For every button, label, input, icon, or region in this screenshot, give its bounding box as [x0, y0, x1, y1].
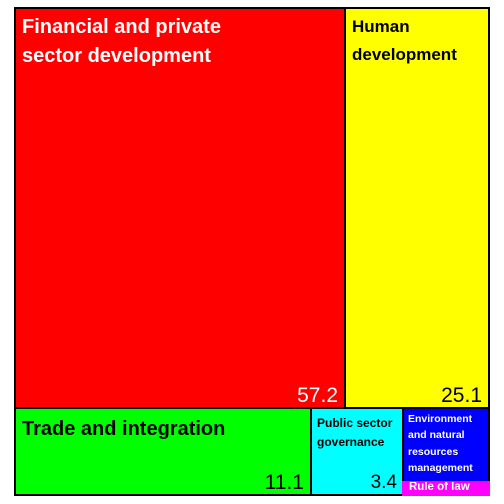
tile-value-trade: 11.1: [264, 470, 304, 494]
tile-rule-of-law: Rule of law: [402, 481, 490, 496]
tile-value-human: 25.1: [441, 383, 482, 407]
tile-label-financial: Financial and private sector development: [22, 16, 221, 67]
tile-environment-natural-resources: Environment and natural resources manage…: [402, 407, 490, 483]
tile-label-public-sector: Public sector governance: [317, 416, 393, 450]
tile-label-rule-of-law: Rule of law: [409, 481, 470, 493]
tile-public-sector-governance: Public sector governance 3.4: [310, 407, 404, 496]
tile-label-trade: Trade and integration: [22, 418, 226, 440]
tile-label-human: Human development: [352, 17, 457, 65]
tile-financial-private-sector: Financial and private sector development…: [14, 7, 346, 409]
tile-human-development: Human development 25.1: [344, 7, 490, 409]
tile-value-financial: 57.2: [297, 383, 338, 407]
tile-label-environment: Environment and natural resources manage…: [408, 413, 473, 474]
tile-trade-integration: Trade and integration 11.1: [14, 407, 312, 496]
tile-value-public-sector: 3.4: [370, 472, 397, 494]
